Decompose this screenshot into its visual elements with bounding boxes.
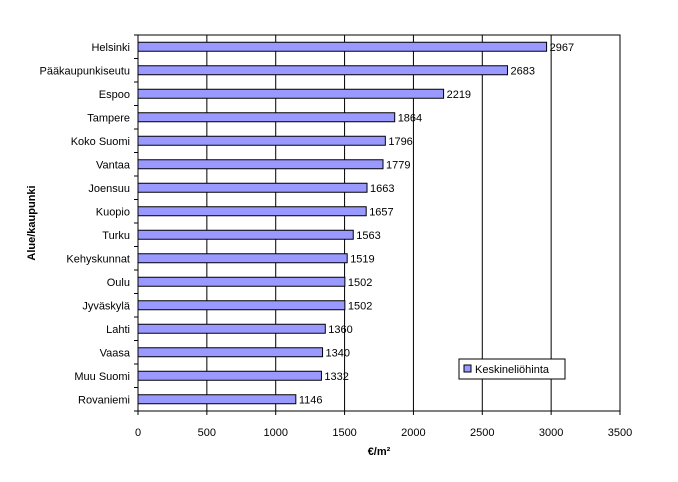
x-tick-label: 3500 [608, 427, 632, 439]
legend-label: Keskineliöhinta [475, 364, 550, 376]
y-category-label: Vaasa [100, 347, 131, 359]
x-tick-label: 0 [135, 427, 141, 439]
y-category-label: Turku [102, 230, 130, 242]
y-category-label: Kuopio [96, 206, 130, 218]
data-label: 1519 [350, 253, 374, 265]
y-category-label: Tampere [87, 112, 130, 124]
data-label: 2967 [550, 42, 574, 54]
x-tick-label: 500 [198, 427, 216, 439]
x-tick-label: 2000 [401, 427, 425, 439]
legend-box [458, 358, 566, 380]
data-label: 1779 [386, 159, 410, 171]
bar [137, 323, 326, 334]
bar [137, 112, 396, 123]
bar [137, 370, 322, 381]
y-category-label: Helsinki [91, 42, 130, 54]
bar [137, 229, 354, 240]
data-label: 1502 [348, 300, 372, 312]
bar [137, 159, 384, 170]
y-category-label: Rovaniemi [78, 394, 130, 406]
bar [137, 88, 445, 99]
y-category-label: Kehyskunnat [66, 253, 130, 265]
bar [137, 135, 386, 146]
legend-swatch [463, 364, 472, 373]
data-label: 1796 [388, 136, 412, 148]
bar [137, 276, 346, 287]
data-label: 2683 [510, 65, 534, 77]
x-tick-label: 1500 [332, 427, 356, 439]
x-tick-label: 3000 [539, 427, 563, 439]
bar [137, 65, 508, 76]
bar [137, 300, 346, 311]
bars-group: 2967 2683 2219 1864 1796 1779 1663 1657 1563 1519… [137, 41, 574, 406]
data-label: 1657 [369, 206, 393, 218]
bar [137, 41, 548, 52]
y-category-label: Pääkaupunkiseutu [39, 65, 130, 77]
data-label: 1864 [398, 112, 422, 124]
x-tick-label: 2500 [470, 427, 494, 439]
bar [137, 182, 368, 193]
bar [137, 347, 324, 358]
data-label: 1340 [326, 347, 350, 359]
y-axis-categories: Helsinki Pääkaupunkiseutu Espoo Tampere Koko… [39, 34, 138, 412]
y-axis-title: Alue/kaupunki [26, 185, 38, 260]
x-axis-title: €/m² [368, 446, 391, 458]
x-tick-label: 1000 [263, 427, 287, 439]
y-category-label: Espoo [99, 89, 130, 101]
y-category-label: Joensuu [88, 183, 130, 195]
data-label: 1146 [299, 394, 323, 406]
y-category-label: Koko Suomi [71, 136, 130, 148]
data-label: 1563 [356, 230, 380, 242]
y-category-label: Lahti [106, 324, 130, 336]
data-label: 1663 [370, 183, 394, 195]
data-label: 1502 [348, 277, 372, 289]
y-category-label: Vantaa [96, 159, 131, 171]
bar [137, 206, 367, 217]
bar [137, 394, 297, 405]
legend: Keskineliöhinta [458, 358, 566, 380]
data-label: 1360 [328, 324, 352, 336]
data-label: 1332 [324, 371, 348, 383]
data-label: 2219 [447, 89, 471, 101]
y-category-label: Muu Suomi [74, 371, 130, 383]
x-axis-ticks: 0 500 1000 1500 2000 2500 3000 3500 [135, 411, 632, 439]
y-category-label: Jyväskylä [82, 300, 131, 312]
bar [137, 253, 348, 264]
y-category-label: Oulu [107, 277, 130, 289]
